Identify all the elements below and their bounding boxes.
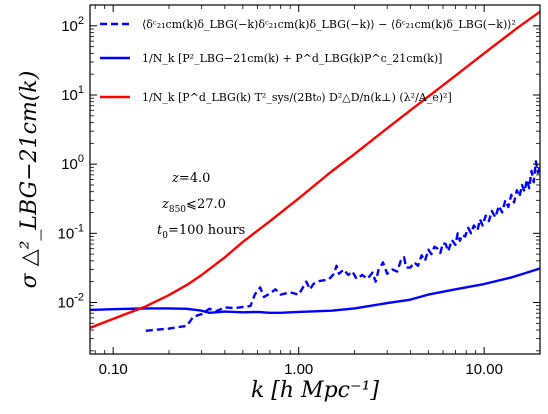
legend: ⟨δᶜ₂₁cm(k)δ_LBG(−k)δᶜ₂₁cm(k)δ_LBG(−k)⟩ −… <box>100 18 516 104</box>
annotation-3: t0=100 hours <box>157 223 245 241</box>
x-tick-label: 0.10 <box>99 361 128 378</box>
x-tick-label: 10.00 <box>465 361 503 378</box>
y-tick-label: 10-1 <box>58 222 84 242</box>
y-tick-label: 102 <box>61 15 84 35</box>
legend-entry-2: 1/N_k [P²_LBG−21cm(k) + P^d_LBG(k)P^c_21… <box>142 52 442 65</box>
series-layer <box>90 10 540 332</box>
y-tick-label: 101 <box>61 84 84 104</box>
annotation-2: z850⩽27.0 <box>161 197 226 215</box>
y-tick-label: 10-2 <box>58 291 84 311</box>
legend-entry-1: ⟨δᶜ₂₁cm(k)δ_LBG(−k)δᶜ₂₁cm(k)δ_LBG(−k)⟩ −… <box>142 18 516 31</box>
series-line-2 <box>90 267 540 314</box>
series-line-3 <box>90 10 540 329</box>
y-tick-label: 100 <box>61 153 84 173</box>
x-axis-label: k [h Mpc⁻¹] <box>251 378 379 403</box>
axis-labels: k [h Mpc⁻¹] σ △²_LBG−21cm(k) <box>17 71 379 403</box>
series-line-1 <box>145 160 540 332</box>
annotations: z=4.0 z850⩽27.0 t0=100 hours <box>157 171 245 241</box>
y-axis-label: σ △²_LBG−21cm(k) <box>17 71 42 289</box>
ticks-layer: 0.10 1.00 10.00 10-2 10-1 100 101 102 <box>58 4 541 378</box>
annotation-1: z=4.0 <box>171 171 210 186</box>
x-tick-label: 1.00 <box>284 361 313 378</box>
legend-entry-3: 1/N_k [P^d_LBG(k) T²_sys/(2Bt₀) D²△D/n(k… <box>142 91 452 104</box>
